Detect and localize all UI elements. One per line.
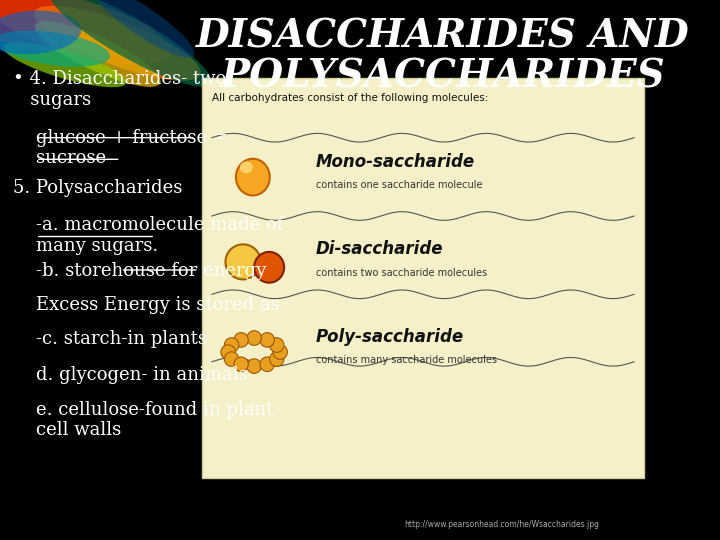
Ellipse shape bbox=[269, 352, 284, 366]
Ellipse shape bbox=[254, 252, 284, 283]
Ellipse shape bbox=[269, 338, 284, 353]
Text: -a. macromolecule made of
many sugars.: -a. macromolecule made of many sugars. bbox=[36, 216, 283, 255]
Text: contains many saccharide molecules: contains many saccharide molecules bbox=[316, 355, 497, 365]
Text: Poly-saccharide: Poly-saccharide bbox=[316, 328, 464, 346]
Ellipse shape bbox=[0, 11, 81, 54]
Text: Excess Energy is stored as:: Excess Energy is stored as: bbox=[36, 296, 286, 314]
Ellipse shape bbox=[260, 357, 274, 372]
Ellipse shape bbox=[221, 345, 235, 360]
Ellipse shape bbox=[273, 345, 287, 360]
Ellipse shape bbox=[225, 352, 239, 366]
Text: DISACCHARIDES AND: DISACCHARIDES AND bbox=[197, 18, 690, 56]
Ellipse shape bbox=[34, 6, 201, 80]
Text: contains two saccharide molecules: contains two saccharide molecules bbox=[316, 268, 487, 278]
Ellipse shape bbox=[0, 31, 110, 66]
FancyBboxPatch shape bbox=[202, 78, 644, 478]
Text: glucose + fructose =
sucrose: glucose + fructose = sucrose bbox=[36, 129, 228, 167]
Text: -c. starch-in plants: -c. starch-in plants bbox=[36, 330, 207, 348]
Text: • 4. Disaccharides- two
   sugars: • 4. Disaccharides- two sugars bbox=[13, 70, 226, 109]
Text: All carbohydrates consist of the following molecules:: All carbohydrates consist of the followi… bbox=[212, 93, 488, 103]
Ellipse shape bbox=[225, 244, 261, 280]
Text: -b. storehouse for energy: -b. storehouse for energy bbox=[36, 262, 266, 280]
Text: POLYSACCHARIDES: POLYSACCHARIDES bbox=[221, 58, 665, 96]
Ellipse shape bbox=[225, 338, 239, 353]
Ellipse shape bbox=[49, 0, 212, 87]
Text: contains one saccharide molecule: contains one saccharide molecule bbox=[316, 180, 482, 190]
Text: Mono-saccharide: Mono-saccharide bbox=[316, 153, 475, 171]
Ellipse shape bbox=[247, 330, 261, 346]
Ellipse shape bbox=[4, 43, 127, 87]
Text: Di-saccharide: Di-saccharide bbox=[316, 240, 444, 259]
Ellipse shape bbox=[0, 0, 171, 65]
Ellipse shape bbox=[234, 357, 248, 372]
Ellipse shape bbox=[247, 359, 261, 374]
Text: d. glycogen- in animals: d. glycogen- in animals bbox=[36, 366, 248, 384]
Ellipse shape bbox=[236, 159, 270, 195]
Ellipse shape bbox=[0, 0, 112, 52]
Ellipse shape bbox=[240, 161, 253, 173]
Text: 5. Polysaccharides: 5. Polysaccharides bbox=[13, 179, 182, 197]
Text: http://www.pearsonhead.com/he/Wsaccharides.jpg: http://www.pearsonhead.com/he/Wsaccharid… bbox=[404, 520, 599, 529]
Ellipse shape bbox=[260, 333, 274, 347]
Ellipse shape bbox=[92, 0, 194, 58]
Text: e. cellulose-found in plant
cell walls: e. cellulose-found in plant cell walls bbox=[36, 401, 274, 440]
Ellipse shape bbox=[234, 333, 248, 347]
Ellipse shape bbox=[35, 21, 161, 87]
